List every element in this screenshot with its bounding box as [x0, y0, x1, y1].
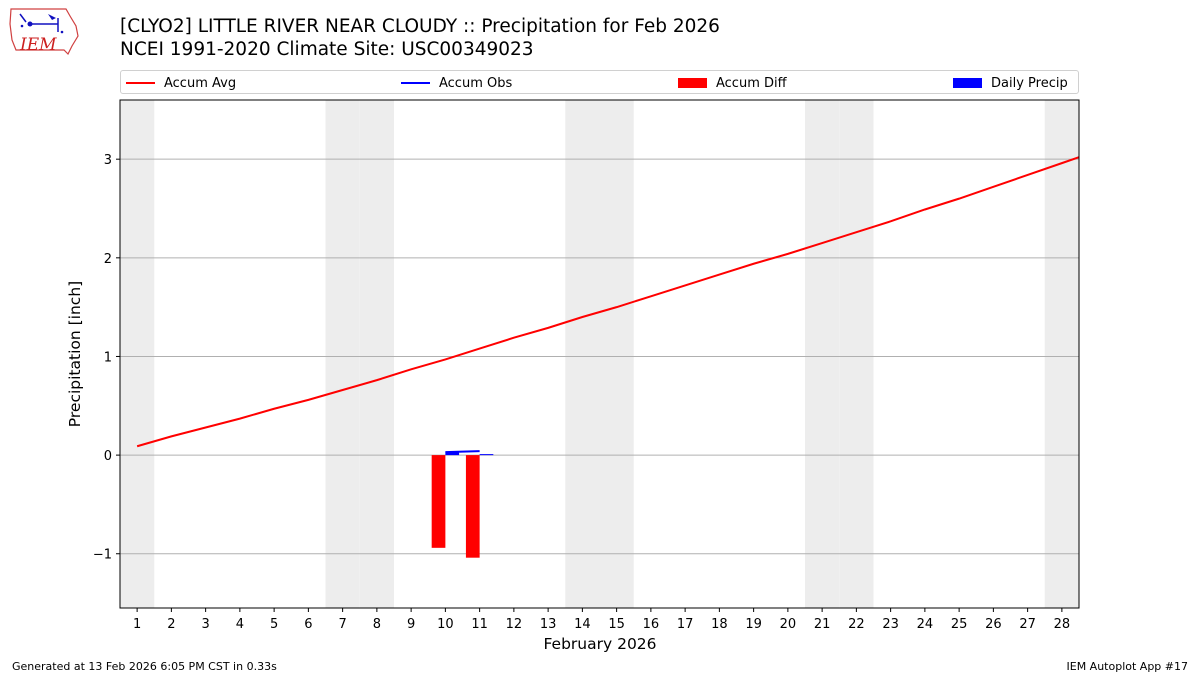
- legend-label: Daily Precip: [991, 75, 1068, 91]
- iowa-map-icon: [9, 8, 79, 56]
- y-tick-label: 3: [104, 153, 112, 168]
- x-tick-label: 16: [643, 617, 660, 632]
- chart-subtitle: NCEI 1991-2020 Climate Site: USC00349023: [120, 39, 534, 60]
- x-tick-label: 7: [338, 617, 346, 632]
- weekend-band-8: [359, 100, 394, 608]
- accum-avg-line: [136, 156, 1080, 448]
- x-tick-label: 21: [814, 617, 831, 632]
- x-tick-label: 6: [304, 617, 312, 632]
- y-tick-label: 0: [104, 449, 112, 464]
- daily-precip-bars: [445, 452, 494, 456]
- weekend-band-22: [839, 100, 874, 608]
- x-tick-label: 2: [167, 617, 175, 632]
- footer-app: IEM Autoplot App #17: [1066, 660, 1189, 673]
- x-tick-label: 8: [373, 617, 381, 632]
- x-tick-label: 1: [133, 617, 141, 632]
- logo-text: IEM: [20, 35, 57, 55]
- daily-precip-bar: [445, 452, 460, 456]
- y-axis-ticks: −1 0 1 2 3: [93, 153, 120, 563]
- weekend-band-1: [120, 100, 155, 608]
- legend-accum-diff: Accum Diff: [678, 74, 787, 92]
- legend-accum-obs: Accum Obs: [401, 74, 512, 92]
- legend-label: Accum Avg: [164, 75, 237, 91]
- x-tick-label: 12: [506, 617, 523, 632]
- x-tick-label: 27: [1019, 617, 1036, 632]
- x-tick-label: 22: [848, 617, 865, 632]
- data-lines: [136, 156, 1080, 454]
- x-tick-label: 19: [745, 617, 762, 632]
- footer-generated: Generated at 13 Feb 2026 6:05 PM CST in …: [12, 660, 277, 673]
- x-tick-label: 14: [574, 617, 591, 632]
- accum-diff-bars: [431, 455, 480, 558]
- weekend-shading: [120, 100, 1079, 608]
- x-tick-label: 18: [711, 617, 728, 632]
- y-tick-label: 2: [104, 252, 112, 267]
- legend-swatch: [401, 82, 430, 84]
- accum-diff-bar: [465, 455, 480, 558]
- y-tick-label: 1: [104, 350, 112, 365]
- x-axis-label: February 2026: [543, 635, 656, 653]
- legend-swatch: [678, 78, 707, 88]
- x-tick-label: 23: [882, 617, 899, 632]
- weekend-band-15: [599, 100, 634, 608]
- x-tick-label: 20: [780, 617, 797, 632]
- iem-logo: IEM: [8, 6, 80, 58]
- x-tick-label: 15: [608, 617, 625, 632]
- plot-frame: [119, 99, 1080, 609]
- x-tick-label: 25: [951, 617, 968, 632]
- chart-legend: Accum Avg Accum Obs Accum Diff Daily Pre…: [120, 70, 1079, 94]
- weekend-band-14: [565, 100, 600, 608]
- daily-precip-bar: [479, 454, 494, 456]
- x-axis-ticks: 1 2 3 4 5 6 7 8 9 10 11 12 13 14 15 16 17 18 19 20 21 22 23 24 2…: [133, 608, 1070, 632]
- legend-label: Accum Diff: [716, 75, 787, 91]
- x-tick-label: 5: [270, 617, 278, 632]
- x-tick-label: 9: [407, 617, 415, 632]
- y-tick-label: −1: [93, 548, 112, 563]
- x-tick-label: 17: [677, 617, 694, 632]
- weekend-band-28: [1044, 100, 1079, 608]
- accum-obs-line: [445, 450, 480, 454]
- x-tick-label: 24: [917, 617, 934, 632]
- legend-accum-avg: Accum Avg: [126, 74, 236, 92]
- x-tick-label: 11: [471, 617, 488, 632]
- x-tick-label: 10: [437, 617, 454, 632]
- x-tick-label: 4: [236, 617, 244, 632]
- legend-swatch: [126, 82, 155, 84]
- chart-title: [CLYO2] LITTLE RIVER NEAR CLOUDY :: Prec…: [120, 16, 720, 37]
- y-axis-label: Precipitation [inch]: [66, 281, 84, 427]
- legend-swatch: [953, 78, 982, 88]
- x-tick-label: 13: [540, 617, 557, 632]
- y-gridlines: [120, 158, 1079, 555]
- accum-diff-bar: [431, 455, 446, 548]
- legend-label: Accum Obs: [439, 75, 513, 91]
- x-tick-label: 3: [201, 617, 209, 632]
- weekend-band-21: [805, 100, 840, 608]
- x-tick-label: 28: [1054, 617, 1071, 632]
- weekend-band-7: [325, 100, 360, 608]
- x-tick-label: 26: [985, 617, 1002, 632]
- legend-daily-precip: Daily Precip: [953, 74, 1068, 92]
